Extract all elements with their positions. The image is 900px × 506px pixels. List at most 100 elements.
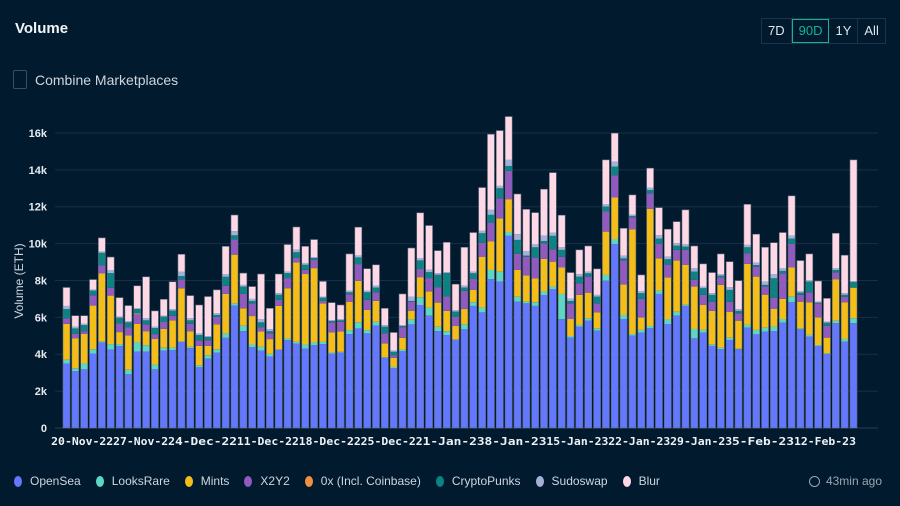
legend-item[interactable]: OpenSea <box>14 474 81 488</box>
range-1y-button[interactable]: 1Y <box>829 19 859 43</box>
bar-stack[interactable] <box>301 246 310 429</box>
bar-stack[interactable] <box>416 212 425 429</box>
bar-stack[interactable] <box>478 187 486 429</box>
bar-stack[interactable] <box>840 254 849 429</box>
bar-stack[interactable] <box>292 226 301 429</box>
legend-item[interactable]: 0x (Incl. Coinbase) <box>304 474 421 488</box>
bar-stack[interactable] <box>310 239 318 429</box>
range-7d-button[interactable]: 7D <box>762 19 792 43</box>
bar-stack[interactable] <box>849 159 858 429</box>
bar-stack[interactable] <box>513 193 522 429</box>
bar-stack[interactable] <box>106 256 115 429</box>
bar-stack[interactable] <box>770 242 778 429</box>
bar-stack[interactable] <box>832 232 840 429</box>
bar-stack[interactable] <box>549 172 557 429</box>
bar-stack[interactable] <box>787 195 796 429</box>
bar-stack[interactable] <box>593 268 601 429</box>
bar-stack[interactable] <box>133 285 142 429</box>
legend-item[interactable]: CryptoPunks <box>435 474 521 488</box>
bar-stack[interactable] <box>213 289 221 429</box>
bar-stack[interactable] <box>495 130 504 429</box>
bar-stack[interactable] <box>690 245 699 429</box>
bar-stack[interactable] <box>195 304 203 429</box>
range-all-button[interactable]: All <box>864 23 879 38</box>
bar-stack[interactable] <box>743 204 752 429</box>
bar-stack[interactable] <box>257 273 265 429</box>
bar-stack[interactable] <box>327 302 336 429</box>
bar-stack[interactable] <box>168 281 177 429</box>
bar-stack[interactable] <box>460 246 469 429</box>
bar-stack[interactable] <box>381 308 389 429</box>
bar-stack[interactable] <box>646 167 654 429</box>
bar-stack[interactable] <box>672 221 681 429</box>
bar-stack[interactable] <box>98 237 106 429</box>
bar-stack[interactable] <box>336 304 345 429</box>
bar-stack[interactable] <box>531 212 539 429</box>
bar-stack[interactable] <box>398 293 407 429</box>
bar-stack[interactable] <box>283 244 292 429</box>
bar-stack[interactable] <box>778 232 787 429</box>
bar-stack[interactable] <box>805 253 814 429</box>
bar-stack[interactable] <box>681 209 690 429</box>
bar-stack[interactable] <box>602 159 610 429</box>
bar-stack[interactable] <box>708 272 716 429</box>
legend-item[interactable]: LooksRare <box>95 474 170 488</box>
legend-item[interactable]: Mints <box>184 474 229 488</box>
bar-stack[interactable] <box>566 272 575 429</box>
bar-stack[interactable] <box>425 225 433 429</box>
bar-stack[interactable] <box>266 308 274 429</box>
bar-stack[interactable] <box>124 305 133 429</box>
bar-stack[interactable] <box>230 214 239 429</box>
bar-stack[interactable] <box>637 274 646 429</box>
bar-stack[interactable] <box>319 281 327 429</box>
bar-stack[interactable] <box>504 116 513 429</box>
legend-item[interactable]: Sudoswap <box>535 474 608 488</box>
bar-stack[interactable] <box>363 268 371 429</box>
bar-stack[interactable] <box>177 253 186 429</box>
bar-stack[interactable] <box>248 286 256 429</box>
bar-stack[interactable] <box>469 232 478 429</box>
bar-stack[interactable] <box>407 247 416 429</box>
bar-stack[interactable] <box>221 246 230 429</box>
bar-stack[interactable] <box>372 264 380 429</box>
combine-marketplaces-toggle[interactable]: Combine Marketplaces <box>13 70 178 89</box>
bar-stack[interactable] <box>204 296 212 429</box>
bar-stack[interactable] <box>80 315 88 429</box>
bar-stack[interactable] <box>628 194 637 429</box>
bar-stack[interactable] <box>619 227 628 429</box>
bar-stack[interactable] <box>655 207 663 429</box>
bar-stack[interactable] <box>354 226 363 429</box>
bar-stack[interactable] <box>389 332 398 429</box>
bar-stack[interactable] <box>115 297 124 429</box>
bar-stack[interactable] <box>186 295 195 429</box>
bar-stack[interactable] <box>345 253 354 429</box>
bar-stack[interactable] <box>717 253 725 429</box>
bar-stack[interactable] <box>814 280 822 429</box>
bar-stack[interactable] <box>557 214 566 429</box>
bar-stack[interactable] <box>71 315 80 429</box>
bar-stack[interactable] <box>664 228 672 429</box>
bar-stack[interactable] <box>761 246 769 429</box>
bar-stack[interactable] <box>159 298 168 429</box>
combine-marketplaces-checkbox[interactable] <box>13 70 27 89</box>
bar-stack[interactable] <box>699 263 707 429</box>
range-90d-button[interactable]: 90D <box>791 19 830 43</box>
bar-stack[interactable] <box>442 242 451 429</box>
bar-stack[interactable] <box>734 280 743 429</box>
bar-stack[interactable] <box>451 283 460 429</box>
bar-stack[interactable] <box>434 250 442 429</box>
bar-stack[interactable] <box>540 188 548 429</box>
bar-stack[interactable] <box>239 272 248 429</box>
bar-stack[interactable] <box>725 261 734 429</box>
bar-stack[interactable] <box>823 298 831 429</box>
bar-stack[interactable] <box>575 249 584 429</box>
legend-item[interactable]: X2Y2 <box>244 474 290 488</box>
bar-stack[interactable] <box>522 209 531 429</box>
bar-stack[interactable] <box>89 279 97 429</box>
bar-stack[interactable] <box>796 260 805 429</box>
bar-stack[interactable] <box>274 273 283 429</box>
bar-stack[interactable] <box>610 132 619 429</box>
legend-item[interactable]: Blur <box>622 474 660 488</box>
bar-stack[interactable] <box>752 233 761 429</box>
bar-stack[interactable] <box>142 276 150 429</box>
